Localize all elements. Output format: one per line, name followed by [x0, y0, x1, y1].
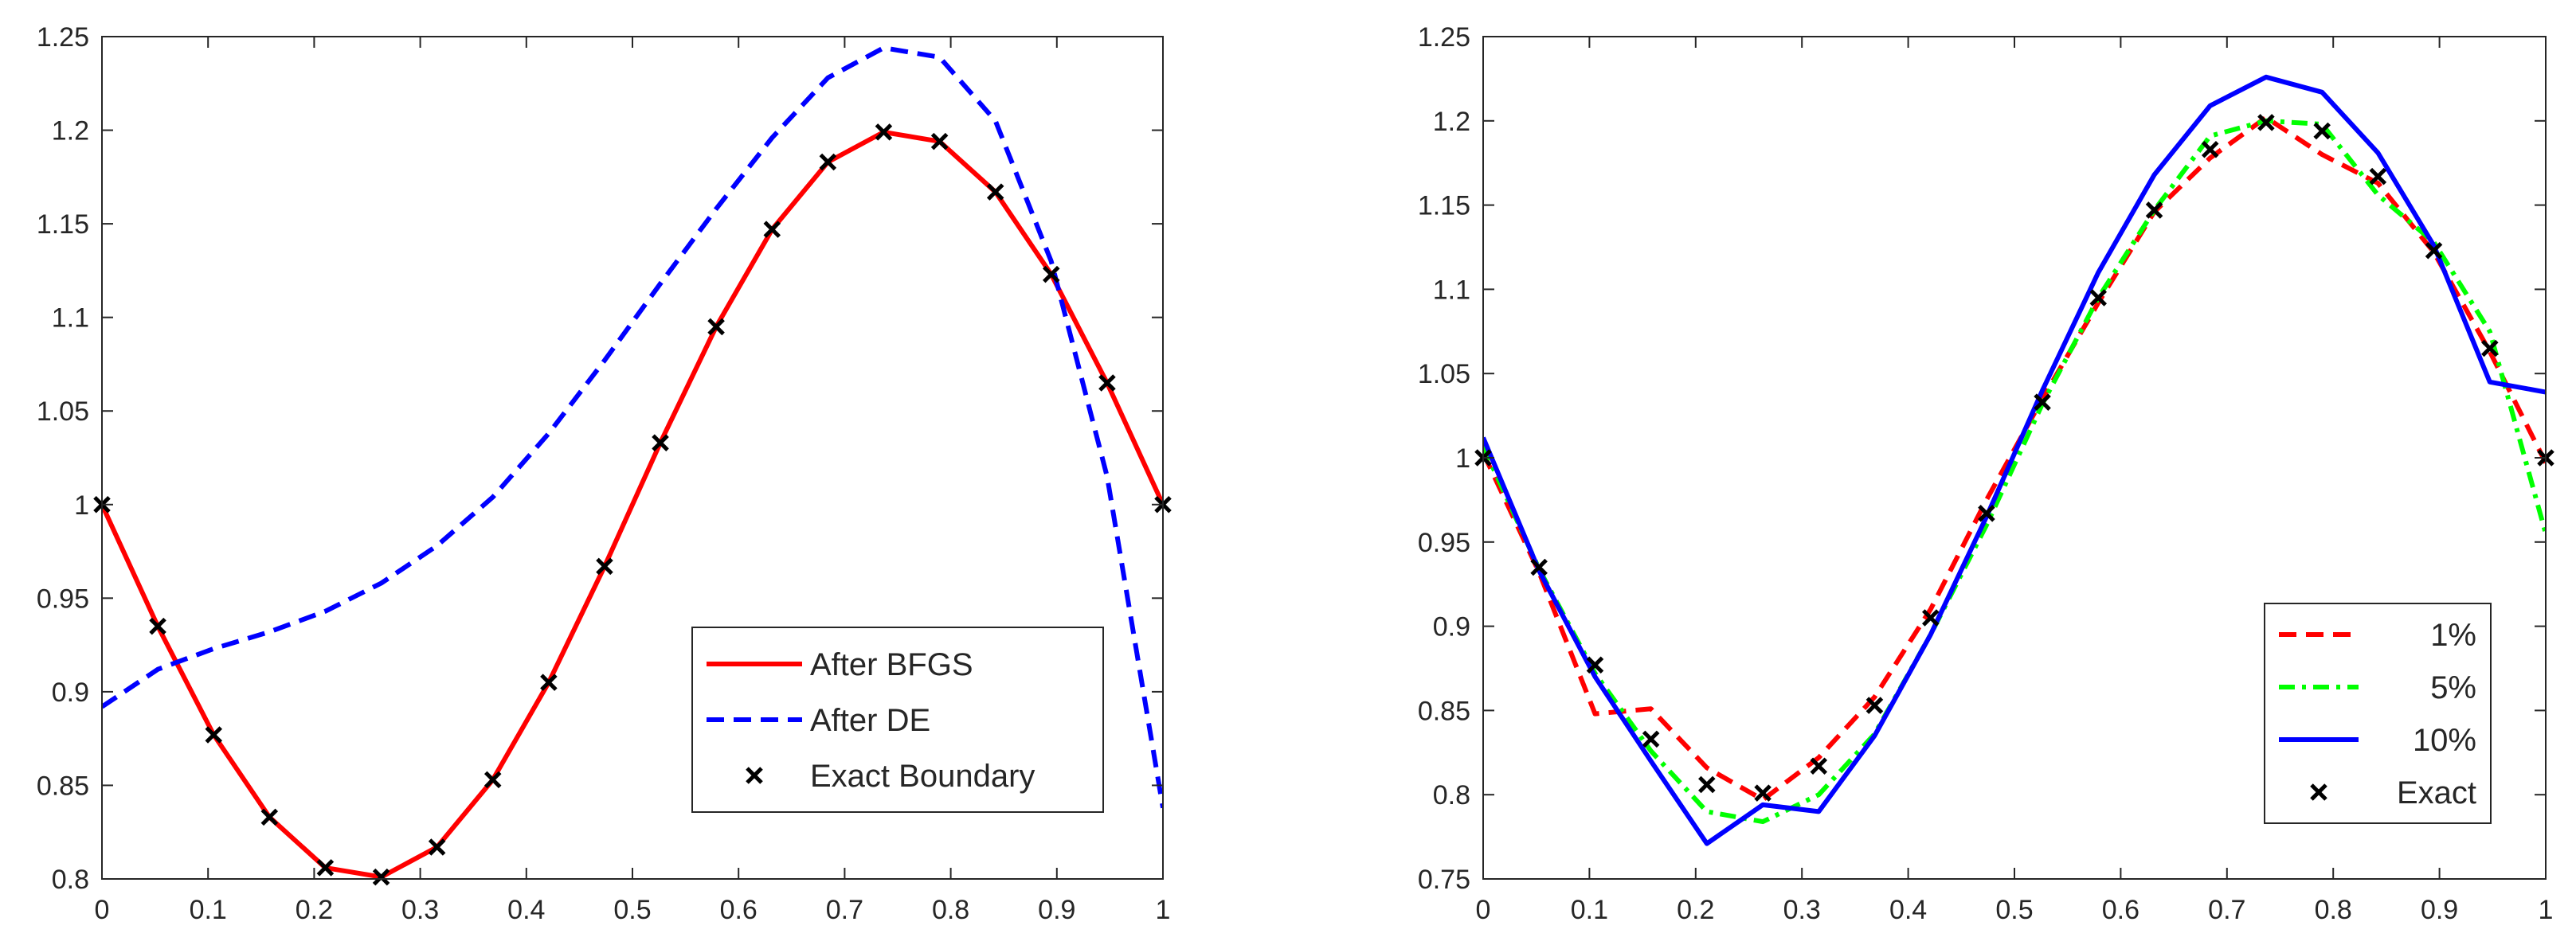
- data-point-marker: [707, 318, 725, 336]
- data-point-marker: [819, 153, 837, 171]
- legend-label: After DE: [810, 703, 930, 738]
- data-point-marker: [875, 123, 893, 141]
- data-point-marker: [652, 434, 669, 451]
- data-point-marker: [1865, 697, 1884, 714]
- x-tick-label: 0: [95, 895, 110, 925]
- legend-label: Exact Boundary: [810, 759, 1035, 794]
- legend-label: 5%: [2430, 670, 2476, 705]
- data-point-marker: [2145, 201, 2163, 219]
- x-tick-label: 0.2: [1677, 895, 1714, 925]
- data-point-marker: [1098, 374, 1116, 392]
- y-tick-label: 1.2: [52, 116, 89, 146]
- x-tick-label: 0.1: [1571, 895, 1608, 925]
- data-point-marker: [372, 868, 390, 886]
- data-point-marker: [428, 838, 446, 856]
- y-tick-label: 0.95: [1418, 528, 1470, 558]
- data-point-marker: [1698, 775, 1716, 794]
- y-tick-label: 0.9: [52, 678, 89, 708]
- x-tick-label: 0.7: [826, 895, 863, 925]
- data-point-marker: [1530, 558, 1548, 576]
- data-point-marker: [260, 808, 279, 826]
- x-tick-label: 0.6: [720, 895, 758, 925]
- data-point-marker: [2369, 167, 2387, 186]
- y-tick-label: 0.8: [1433, 780, 1470, 810]
- x-tick-label: 0.8: [932, 895, 969, 925]
- chart-2: 0 0.1 0.2 0.3 0.4 0.5 0.6 0.7 0.8 0.9 1 0.75 0.8 0.85…: [1418, 22, 2554, 925]
- y-tick-label: 1.05: [37, 396, 89, 427]
- x-tick-label: 0.6: [2102, 895, 2139, 925]
- y-tick-label: 1.25: [37, 22, 89, 53]
- data-point-marker: [2201, 141, 2219, 158]
- x-tick-label: 0.9: [1038, 895, 1075, 925]
- series-line-5-: [1483, 118, 2546, 825]
- data-point-marker: [1921, 609, 1940, 627]
- x-tick-label: 0.7: [2208, 895, 2245, 925]
- legend-label: 10%: [2413, 723, 2476, 758]
- legend-sample-marker: [2310, 783, 2327, 801]
- data-point-marker: [149, 617, 166, 635]
- data-point-marker: [763, 221, 781, 238]
- y-tick-label: 1.1: [1433, 275, 1470, 305]
- y-tick-label: 1.15: [37, 209, 89, 240]
- data-point-marker: [986, 183, 1004, 201]
- data-point-marker: [596, 557, 613, 576]
- series-line-10-: [1483, 74, 2546, 846]
- x-tick-label: 0.3: [401, 895, 439, 925]
- y-tick-label: 1.2: [1433, 107, 1470, 137]
- legend-label: After BFGS: [810, 647, 973, 682]
- x-tick-label: 0.3: [1783, 895, 1821, 925]
- data-point-marker: [2313, 122, 2331, 140]
- data-point-marker: [1642, 730, 1660, 748]
- x-tick-label: 0.8: [2315, 895, 2352, 925]
- y-tick-label: 0.8: [52, 865, 89, 895]
- legend: 1% 5% 10% Exact: [2264, 603, 2492, 824]
- x-tick-label: 1: [1156, 895, 1171, 925]
- chart-1: 0 0.1 0.2 0.3 0.4 0.5 0.6 0.7 0.8 0.9 1 0.8 0.85 0.9 0…: [37, 22, 1172, 925]
- data-point-marker: [2425, 241, 2443, 260]
- data-point-marker: [1810, 757, 1828, 775]
- data-point-marker: [205, 726, 223, 744]
- y-tick-label: 0.9: [1433, 612, 1470, 642]
- series-line-after-de: [102, 45, 1163, 809]
- data-point-marker: [540, 674, 558, 691]
- data-point-marker: [483, 771, 502, 789]
- x-tick-label: 0.5: [613, 895, 651, 925]
- x-tick-label: 0.4: [507, 895, 545, 925]
- y-tick-label: 0.85: [1418, 696, 1470, 726]
- series-line-after-bfgs: [102, 129, 1163, 880]
- data-point-marker: [1754, 784, 1771, 802]
- y-tick-label: 0.75: [1418, 865, 1470, 895]
- data-point-marker: [2257, 114, 2275, 131]
- legend-box: [2264, 603, 2492, 824]
- data-point-marker: [316, 859, 335, 877]
- legend-label: 1%: [2430, 618, 2476, 653]
- y-tick-label: 1.05: [1418, 359, 1470, 389]
- data-point-marker: [1978, 505, 1995, 522]
- x-tick-label: 0.9: [2421, 895, 2458, 925]
- data-point-marker: [2034, 393, 2051, 411]
- data-point-marker: [1586, 656, 1604, 674]
- legend-label: Exact: [2397, 775, 2476, 810]
- y-tick-label: 1: [1455, 443, 1470, 474]
- x-tick-label: 0: [1476, 895, 1491, 925]
- y-tick-label: 1.25: [1418, 22, 1470, 53]
- data-point-marker: [930, 132, 949, 150]
- legend-sample-marker: [746, 767, 763, 784]
- data-point-marker: [2481, 339, 2499, 357]
- y-tick-label: 0.95: [37, 584, 89, 614]
- x-tick-label: 0.1: [190, 895, 227, 925]
- x-tick-label: 0.4: [1889, 895, 1927, 925]
- y-tick-label: 1.1: [52, 303, 89, 334]
- y-tick-label: 1: [74, 490, 89, 521]
- x-tick-label: 0.2: [296, 895, 333, 925]
- data-point-marker: [1042, 265, 1060, 283]
- data-point-marker: [2089, 289, 2108, 307]
- x-tick-label: 0.5: [1995, 895, 2033, 925]
- y-tick-label: 1.15: [1418, 191, 1470, 221]
- x-tick-label: 1: [2539, 895, 2554, 925]
- y-tick-label: 0.85: [37, 771, 89, 801]
- legend: After BFGS After DE Exact Boundary: [691, 627, 1104, 813]
